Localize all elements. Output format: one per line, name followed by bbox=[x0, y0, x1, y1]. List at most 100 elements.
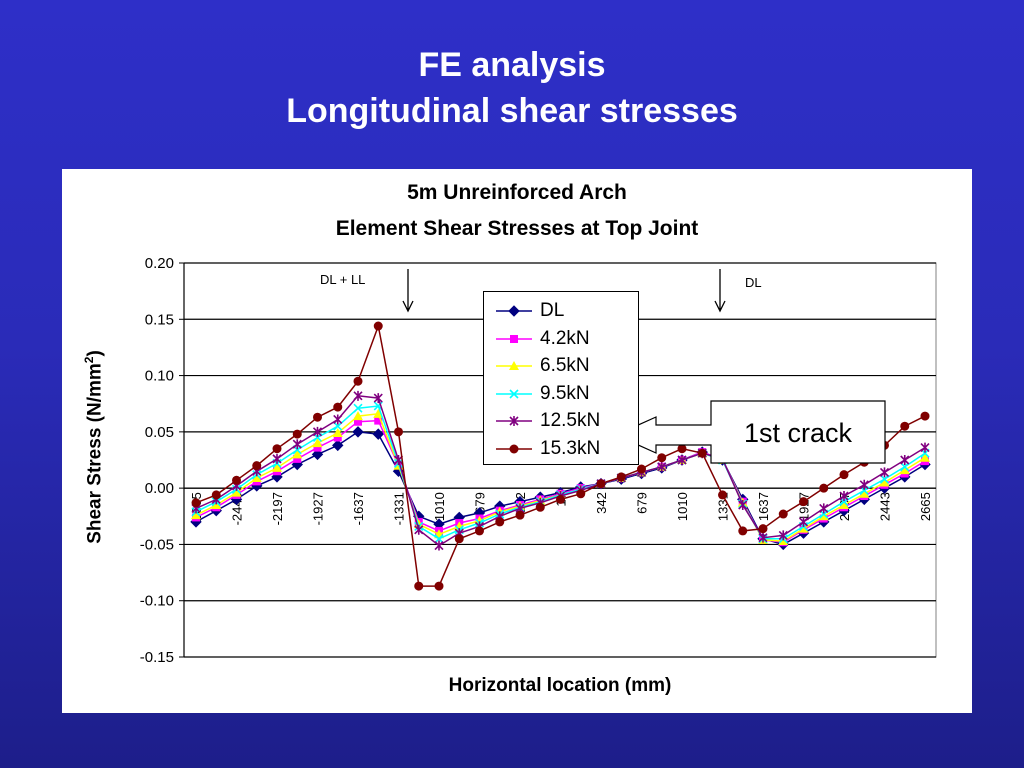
series-5-point bbox=[394, 427, 403, 437]
series-2-point bbox=[211, 500, 222, 510]
series-5-point bbox=[373, 321, 383, 331]
legend-swatch bbox=[496, 416, 532, 426]
series-5-point bbox=[677, 444, 687, 454]
series-5-point bbox=[900, 421, 910, 431]
series-4-point bbox=[657, 461, 667, 472]
slide-title-line1: FE analysis bbox=[418, 46, 606, 84]
legend-label: 9.5kN bbox=[540, 382, 590, 404]
x-tick-label: -1010 bbox=[432, 492, 447, 525]
crack-callout-label: 1st crack bbox=[744, 418, 853, 448]
series-5-point bbox=[292, 429, 302, 439]
chart-title-line2: Element Shear Stresses at Top Joint bbox=[335, 217, 699, 240]
x-tick-label: 1637 bbox=[756, 492, 771, 521]
series-4-point bbox=[819, 503, 829, 514]
series-4-point bbox=[798, 516, 809, 527]
series-4-point bbox=[312, 426, 323, 437]
series-2-point bbox=[778, 536, 789, 546]
chart-title-line1: 5m Unreinforced Arch bbox=[407, 181, 627, 204]
series-5-point bbox=[596, 479, 606, 489]
series-2-point bbox=[899, 465, 910, 475]
slide-title: FE analysis Longitudinal shear stresses bbox=[0, 42, 1024, 134]
legend-label: 15.3kN bbox=[540, 437, 601, 459]
series-5-point bbox=[515, 510, 525, 520]
x-tick-label: 2665 bbox=[918, 492, 933, 521]
arrow-dl bbox=[714, 269, 726, 313]
series-5-point bbox=[637, 464, 646, 474]
x-tick-label: 1010 bbox=[675, 492, 690, 521]
legend-swatch bbox=[496, 388, 532, 399]
y-axis-label-text: Shear Stress (N/mm bbox=[84, 363, 106, 544]
series-0-point bbox=[332, 439, 344, 452]
x-tick-label: 2443 bbox=[878, 492, 893, 521]
series-3-point bbox=[879, 474, 890, 484]
series-4-point bbox=[900, 455, 910, 465]
series-5-point bbox=[434, 581, 444, 591]
series-4-point bbox=[778, 530, 788, 541]
y-tick-label: -0.10 bbox=[140, 593, 174, 610]
series-2-point bbox=[231, 487, 242, 497]
legend-swatch bbox=[496, 361, 532, 370]
series-1-point bbox=[333, 433, 342, 442]
legend-swatch-marker bbox=[508, 305, 520, 317]
legend-label: 6.5kN bbox=[540, 355, 590, 376]
series-0-point bbox=[372, 428, 384, 440]
x-axis-label: Horizontal location (mm) bbox=[448, 675, 672, 696]
crack-callout bbox=[614, 400, 886, 464]
series-4-point bbox=[738, 500, 748, 511]
series-2-point bbox=[859, 488, 870, 498]
series-5-point bbox=[272, 444, 282, 454]
series-4-point bbox=[292, 439, 302, 450]
series-4-point bbox=[879, 467, 890, 478]
series-5-point bbox=[313, 412, 322, 422]
series-5-point bbox=[475, 526, 484, 536]
series-2-point bbox=[818, 511, 829, 521]
series-4-point bbox=[333, 414, 343, 425]
series-2-point bbox=[312, 438, 323, 448]
series-5-point bbox=[758, 524, 768, 534]
series-5-point bbox=[799, 497, 808, 507]
series-0-point bbox=[311, 448, 324, 461]
y-tick-label: 0.00 bbox=[145, 480, 174, 497]
x-tick-label: 1927 bbox=[797, 492, 812, 521]
legend-label: DL bbox=[540, 300, 565, 321]
series-1-point bbox=[293, 454, 302, 463]
series-4-point bbox=[434, 540, 444, 551]
series-2-point bbox=[798, 523, 809, 533]
series-2-point bbox=[332, 427, 343, 437]
series-5-point bbox=[211, 490, 221, 500]
slide-title-line2: Longitudinal shear stresses bbox=[286, 92, 738, 130]
series-4-point bbox=[272, 453, 282, 464]
legend-swatch-marker bbox=[509, 416, 519, 426]
series-2-point bbox=[879, 477, 890, 487]
annotation-dl-ll: DL + LL bbox=[320, 272, 366, 287]
legend-swatch bbox=[496, 334, 532, 343]
series-1-point bbox=[374, 416, 383, 425]
series-2-point bbox=[839, 500, 849, 510]
series-2-point bbox=[373, 408, 384, 418]
series-5-point bbox=[495, 517, 505, 527]
series-5-point bbox=[738, 526, 748, 536]
series-2-point bbox=[272, 462, 282, 472]
series-5-point bbox=[657, 453, 667, 463]
chart-panel: 0.20 0.15 0.10 0.05 0.00 -0.05 -0.10 -0.15 -2665… bbox=[62, 169, 972, 713]
series-5-point bbox=[556, 494, 565, 504]
y-tick-label: -0.05 bbox=[140, 536, 174, 553]
series-5-point bbox=[778, 509, 788, 519]
series-5-point bbox=[616, 472, 626, 482]
series-1-point bbox=[354, 417, 362, 426]
series-4-point bbox=[677, 455, 687, 465]
y-axis-label: Shear Stress (N/mm2) bbox=[82, 297, 106, 597]
y-tick-label: 0.15 bbox=[145, 311, 174, 328]
x-tick-label: -2197 bbox=[270, 492, 285, 525]
series-5-point bbox=[454, 534, 464, 544]
series-4-point bbox=[353, 390, 363, 401]
y-axis-label-sup: 2 bbox=[82, 356, 96, 364]
legend-swatch bbox=[496, 305, 532, 317]
series-2-point bbox=[920, 452, 930, 462]
series-2-point bbox=[251, 473, 262, 483]
series-2-point bbox=[413, 519, 424, 529]
x-tick-label: 1331 bbox=[716, 492, 731, 521]
series-5-point bbox=[819, 483, 829, 493]
y-tick-label: 0.20 bbox=[145, 255, 174, 272]
series-5-point bbox=[252, 461, 262, 471]
